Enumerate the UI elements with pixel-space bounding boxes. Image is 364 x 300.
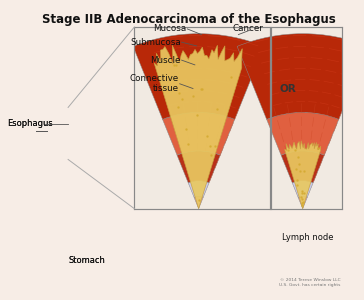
Text: Mucosa: Mucosa bbox=[153, 24, 186, 33]
Polygon shape bbox=[134, 27, 270, 208]
Ellipse shape bbox=[292, 212, 323, 230]
Wedge shape bbox=[194, 196, 203, 208]
Circle shape bbox=[6, 16, 51, 61]
Polygon shape bbox=[343, 8, 344, 292]
Polygon shape bbox=[272, 27, 343, 208]
Text: Lymph node: Lymph node bbox=[282, 233, 333, 242]
Wedge shape bbox=[281, 151, 324, 183]
Text: Stage IIB Adenocarcinoma of the Esophagus: Stage IIB Adenocarcinoma of the Esophagu… bbox=[42, 13, 336, 26]
Ellipse shape bbox=[191, 212, 221, 230]
Polygon shape bbox=[0, 107, 59, 152]
Wedge shape bbox=[163, 112, 235, 155]
Polygon shape bbox=[0, 8, 134, 292]
Circle shape bbox=[11, 21, 37, 48]
Wedge shape bbox=[133, 34, 264, 119]
Text: Muscle: Muscle bbox=[150, 56, 181, 64]
Text: Stomach: Stomach bbox=[68, 256, 106, 265]
Polygon shape bbox=[285, 141, 321, 208]
Text: Submucosa: Submucosa bbox=[130, 38, 181, 47]
Wedge shape bbox=[292, 181, 313, 197]
Polygon shape bbox=[154, 45, 242, 208]
Text: OR: OR bbox=[279, 83, 296, 94]
Ellipse shape bbox=[299, 216, 316, 226]
Wedge shape bbox=[188, 181, 209, 197]
Wedge shape bbox=[267, 112, 339, 155]
Polygon shape bbox=[0, 13, 90, 278]
Polygon shape bbox=[134, 208, 343, 292]
Circle shape bbox=[72, 203, 102, 233]
Polygon shape bbox=[57, 186, 121, 248]
Polygon shape bbox=[134, 8, 343, 27]
Text: Connective
tissue: Connective tissue bbox=[130, 74, 179, 94]
Wedge shape bbox=[177, 151, 220, 183]
Wedge shape bbox=[298, 196, 307, 208]
Wedge shape bbox=[237, 34, 364, 119]
Text: © 2014 Terese Winslow LLC
U.S. Govt. has certain rights: © 2014 Terese Winslow LLC U.S. Govt. has… bbox=[279, 278, 341, 287]
Circle shape bbox=[48, 159, 58, 169]
Polygon shape bbox=[21, 59, 36, 72]
Text: Stomach: Stomach bbox=[68, 256, 106, 265]
Ellipse shape bbox=[196, 215, 209, 223]
Text: Esophagus: Esophagus bbox=[8, 119, 53, 128]
Polygon shape bbox=[47, 72, 109, 120]
Polygon shape bbox=[60, 194, 110, 242]
Polygon shape bbox=[29, 61, 87, 241]
Text: Esophagus: Esophagus bbox=[8, 119, 53, 128]
Text: Cancer: Cancer bbox=[232, 24, 263, 33]
